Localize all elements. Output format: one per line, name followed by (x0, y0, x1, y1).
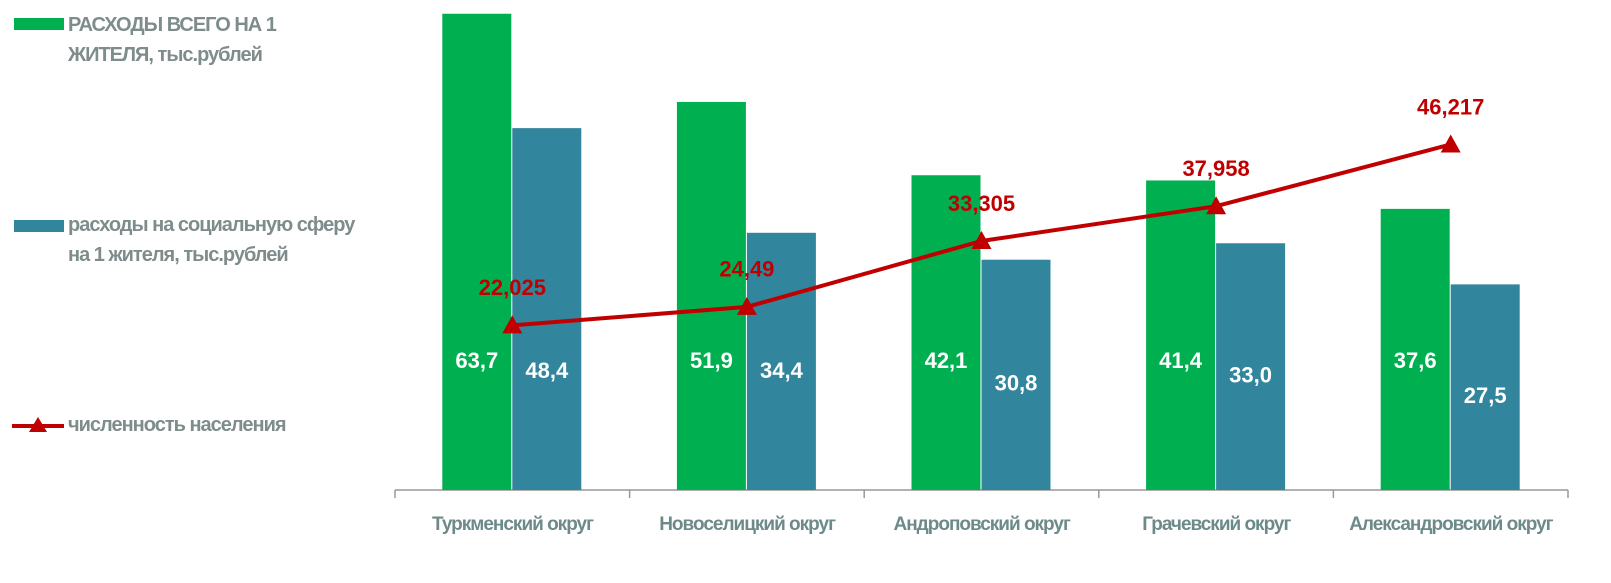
legend-label: РАСХОДЫ ВСЕГО НА 1 ЖИТЕЛЯ, тыс.рублей (68, 14, 277, 66)
legend-marker (29, 417, 47, 432)
bar-value-label: 63,7 (455, 348, 498, 373)
bar (442, 13, 512, 491)
line-value-label: 24,49 (719, 257, 774, 282)
line-marker (1206, 196, 1227, 215)
bar (981, 259, 1051, 490)
x-tick-label: Новоселицкий округ (659, 514, 836, 535)
bar (1450, 284, 1520, 490)
line-marker (502, 315, 523, 334)
x-tick-label: Андроповский округ (893, 514, 1070, 535)
line-value-label: 22,025 (479, 275, 546, 300)
bar-value-label: 27,5 (1464, 383, 1507, 408)
line-value-label: 37,958 (1182, 156, 1249, 181)
bar-value-label: 33,0 (1229, 362, 1272, 387)
bar (1146, 180, 1216, 490)
bar-value-label: 42,1 (925, 348, 968, 373)
bar-value-label: 30,8 (995, 371, 1038, 396)
bar (746, 232, 816, 490)
bar-value-label: 51,9 (690, 348, 733, 373)
legend-swatch (14, 18, 64, 30)
line-marker (971, 230, 992, 249)
legend-swatch (14, 220, 64, 232)
line-value-label: 46,217 (1417, 94, 1484, 119)
line-value-label: 33,305 (948, 191, 1015, 216)
bar-value-label: 41,4 (1159, 348, 1203, 373)
x-tick-label: Грачевский округ (1142, 514, 1291, 535)
legend-label: расходы на социальную сферу на 1 жителя,… (68, 214, 355, 266)
bar-value-label: 48,4 (525, 358, 569, 383)
x-tick-label: Александровский округ (1349, 514, 1553, 535)
x-tick-label: Туркменский округ (431, 514, 594, 535)
bar (676, 101, 746, 490)
line-marker (736, 296, 757, 315)
legend-label: численность населения (68, 414, 287, 436)
bar-value-label: 34,4 (760, 358, 804, 383)
bar (911, 175, 981, 491)
line-marker (1440, 134, 1461, 153)
bar (512, 128, 582, 490)
bar-value-label: 37,6 (1394, 348, 1437, 373)
bar (1216, 243, 1286, 490)
bar (1380, 208, 1450, 491)
